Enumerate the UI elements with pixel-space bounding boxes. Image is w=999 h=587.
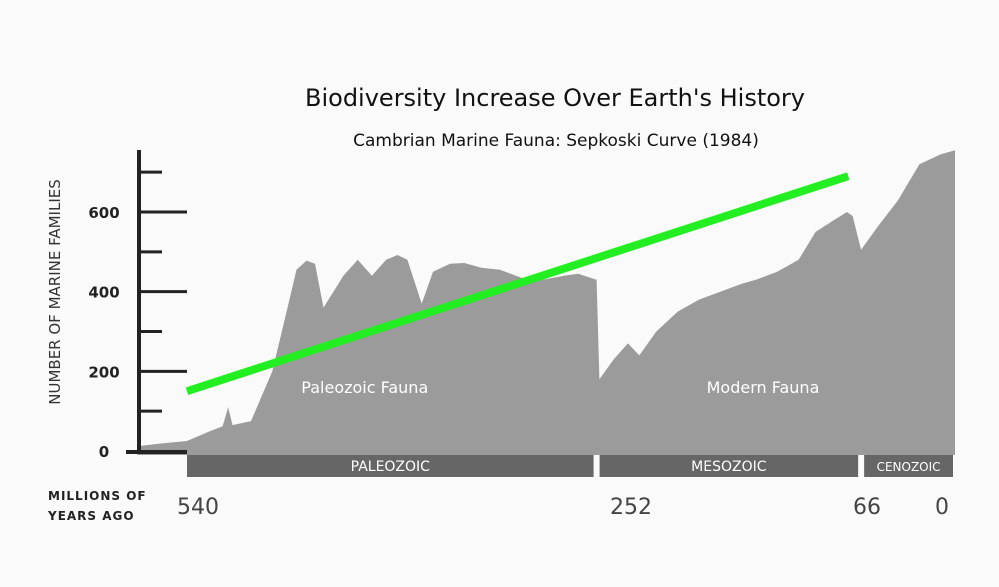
y-tick-label: 600: [88, 204, 119, 222]
x-tick-label: 252: [610, 495, 652, 520]
fauna-label: Modern Fauna: [707, 378, 820, 397]
era-label: MESOZOIC: [691, 459, 767, 475]
diversity-area: [137, 150, 955, 456]
era-label: CENOZOIC: [877, 460, 941, 474]
trend-layer: [185, 172, 850, 396]
y-axis: 0 200 400 600: [88, 150, 187, 461]
era-bar: PALEOZOIC MESOZOIC CENOZOIC: [187, 455, 953, 477]
trend-line: [185, 172, 850, 396]
area-label-layer: Paleozoic Fauna Modern Fauna: [301, 378, 819, 397]
era-segment: [187, 455, 594, 477]
chart-title: Biodiversity Increase Over Earth's Histo…: [305, 84, 805, 112]
chart-subtitle: Cambrian Marine Fauna: Sepkoski Curve (1…: [353, 131, 759, 151]
y-tick-label: 400: [88, 284, 119, 302]
x-tick-label: 540: [177, 495, 219, 520]
x-ticks: 540 252 66 0: [177, 495, 949, 520]
fauna-label: Paleozoic Fauna: [301, 378, 428, 397]
era-segment: [864, 455, 953, 477]
era-label: PALEOZOIC: [351, 459, 431, 475]
x-tick-label: 0: [935, 495, 949, 520]
x-tick-label: 66: [853, 495, 881, 520]
y-tick-label: 200: [88, 363, 119, 381]
area-layer: [137, 150, 955, 456]
y-axis-label: NUMBER OF MARINE FAMILIES: [46, 179, 64, 404]
x-axis-label: MILLIONS OF YEARS AGO: [48, 489, 147, 523]
era-segment: [599, 455, 859, 477]
y-tick-label: 0: [99, 443, 109, 461]
